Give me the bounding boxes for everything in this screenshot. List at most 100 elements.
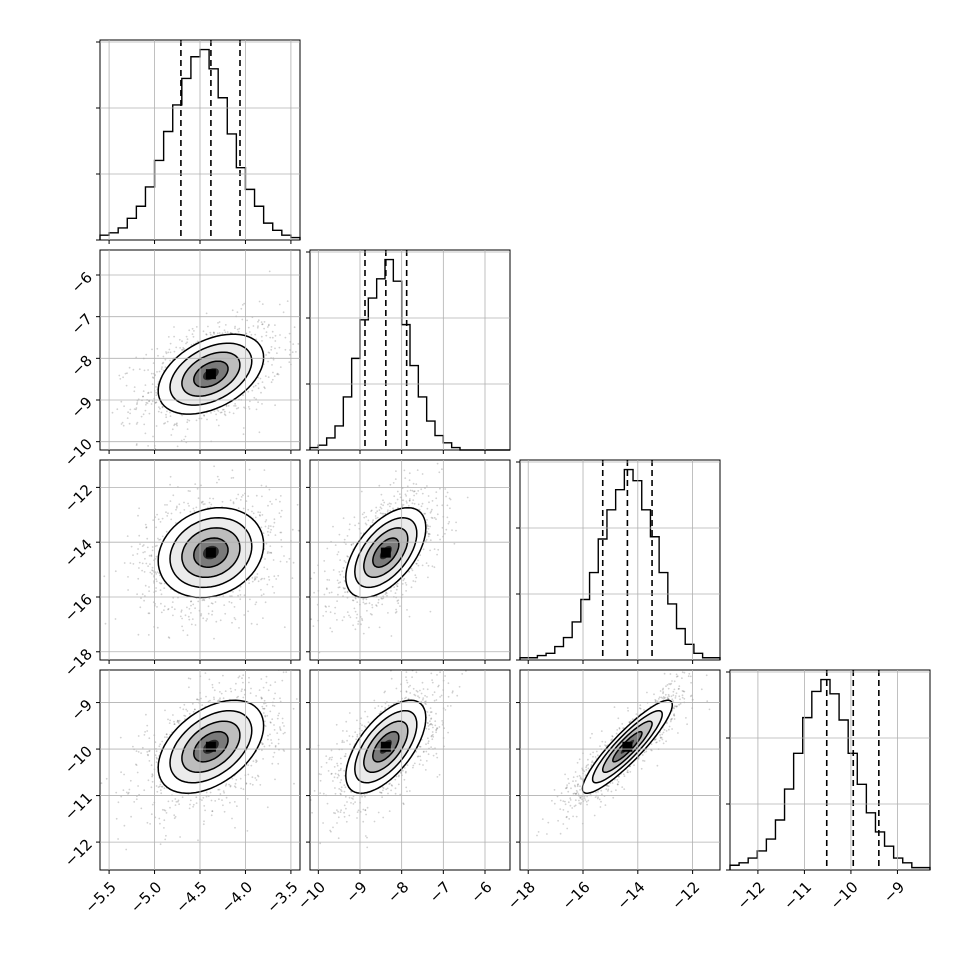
sample-point [262, 758, 264, 760]
sample-point [436, 504, 439, 507]
sample-point [242, 507, 245, 510]
sample-point [200, 484, 202, 487]
sample-point [200, 697, 202, 700]
sample-point [146, 821, 149, 824]
sample-point [233, 617, 236, 619]
density-content [100, 270, 300, 450]
sample-point [248, 681, 250, 684]
sample-point [421, 456, 423, 458]
sample-point [303, 528, 305, 530]
sample-point [260, 321, 263, 323]
sample-point [132, 554, 134, 556]
sample-point [196, 487, 199, 490]
sample-point [279, 366, 282, 368]
sample-point [412, 482, 415, 485]
sample-point [413, 490, 415, 493]
sample-point [263, 577, 266, 580]
sample-point [154, 545, 157, 548]
sample-point [368, 602, 371, 605]
sample-point [257, 325, 259, 328]
sample-point [234, 403, 237, 405]
sample-point [175, 506, 178, 509]
sample-point [195, 419, 198, 422]
sample-point [156, 544, 158, 547]
sample-point [249, 598, 251, 601]
sample-point [385, 592, 388, 595]
sample-point [186, 341, 189, 344]
sample-point [267, 576, 270, 578]
sample-point [242, 696, 245, 699]
sample-point [263, 702, 265, 705]
sample-point [397, 507, 399, 509]
sample-point [151, 348, 153, 351]
sample-point [331, 630, 333, 633]
sample-point [279, 728, 282, 730]
sample-point [189, 490, 191, 492]
sample-point [129, 412, 132, 415]
sample-point [186, 428, 189, 430]
sample-point [232, 502, 235, 505]
sample-point [292, 561, 295, 564]
sample-point [273, 521, 276, 524]
sample-point [195, 796, 198, 799]
sample-point [274, 324, 276, 326]
sample-point [243, 406, 245, 409]
sample-point [346, 591, 349, 594]
sample-point [157, 786, 160, 788]
sample-point [385, 591, 387, 594]
sample-point [345, 543, 347, 545]
sample-point [288, 361, 291, 363]
sample-point [186, 634, 189, 637]
contour-line [372, 537, 400, 568]
sample-point [193, 330, 195, 332]
sample-point [270, 346, 273, 348]
sample-point [142, 413, 145, 416]
sample-point [348, 523, 351, 526]
sample-point [264, 715, 267, 718]
sample-point [336, 619, 338, 621]
sample-point [274, 534, 277, 536]
density-peak [205, 547, 216, 558]
sample-point [220, 411, 223, 414]
sample-point [271, 585, 274, 588]
sample-point [159, 743, 162, 746]
sample-point [209, 699, 211, 702]
sample-point [377, 601, 380, 604]
sample-point [221, 500, 224, 503]
sample-point [266, 568, 269, 571]
sample-point [356, 733, 359, 736]
sample-point [228, 411, 231, 414]
sample-point [166, 736, 168, 739]
density-panel-2-1 [99, 249, 301, 451]
sample-point [155, 401, 158, 404]
sample-point [239, 594, 242, 596]
sample-point [242, 433, 245, 436]
sample-point [389, 483, 392, 486]
sample-point [235, 497, 238, 500]
sample-point [155, 386, 157, 388]
sample-point [276, 373, 278, 376]
sample-point [257, 387, 260, 390]
sample-point [277, 373, 280, 376]
sample-point [127, 792, 129, 795]
sample-point [261, 323, 264, 326]
sample-point [188, 505, 190, 507]
sample-point [135, 750, 138, 752]
sample-point [352, 624, 354, 627]
sample-point [393, 586, 396, 588]
sample-point [397, 599, 400, 602]
sample-point [339, 559, 341, 561]
sample-point [235, 407, 238, 410]
sample-point [171, 428, 174, 431]
sample-point [181, 349, 183, 351]
sample-point [176, 721, 179, 723]
sample-point [301, 538, 303, 540]
sample-point [272, 525, 275, 528]
sample-point [267, 534, 270, 536]
sample-point [169, 806, 171, 809]
sample-point [435, 518, 437, 521]
sample-point [177, 720, 180, 723]
sample-point [251, 776, 254, 779]
sample-point [249, 692, 252, 695]
sample-point [255, 695, 257, 697]
